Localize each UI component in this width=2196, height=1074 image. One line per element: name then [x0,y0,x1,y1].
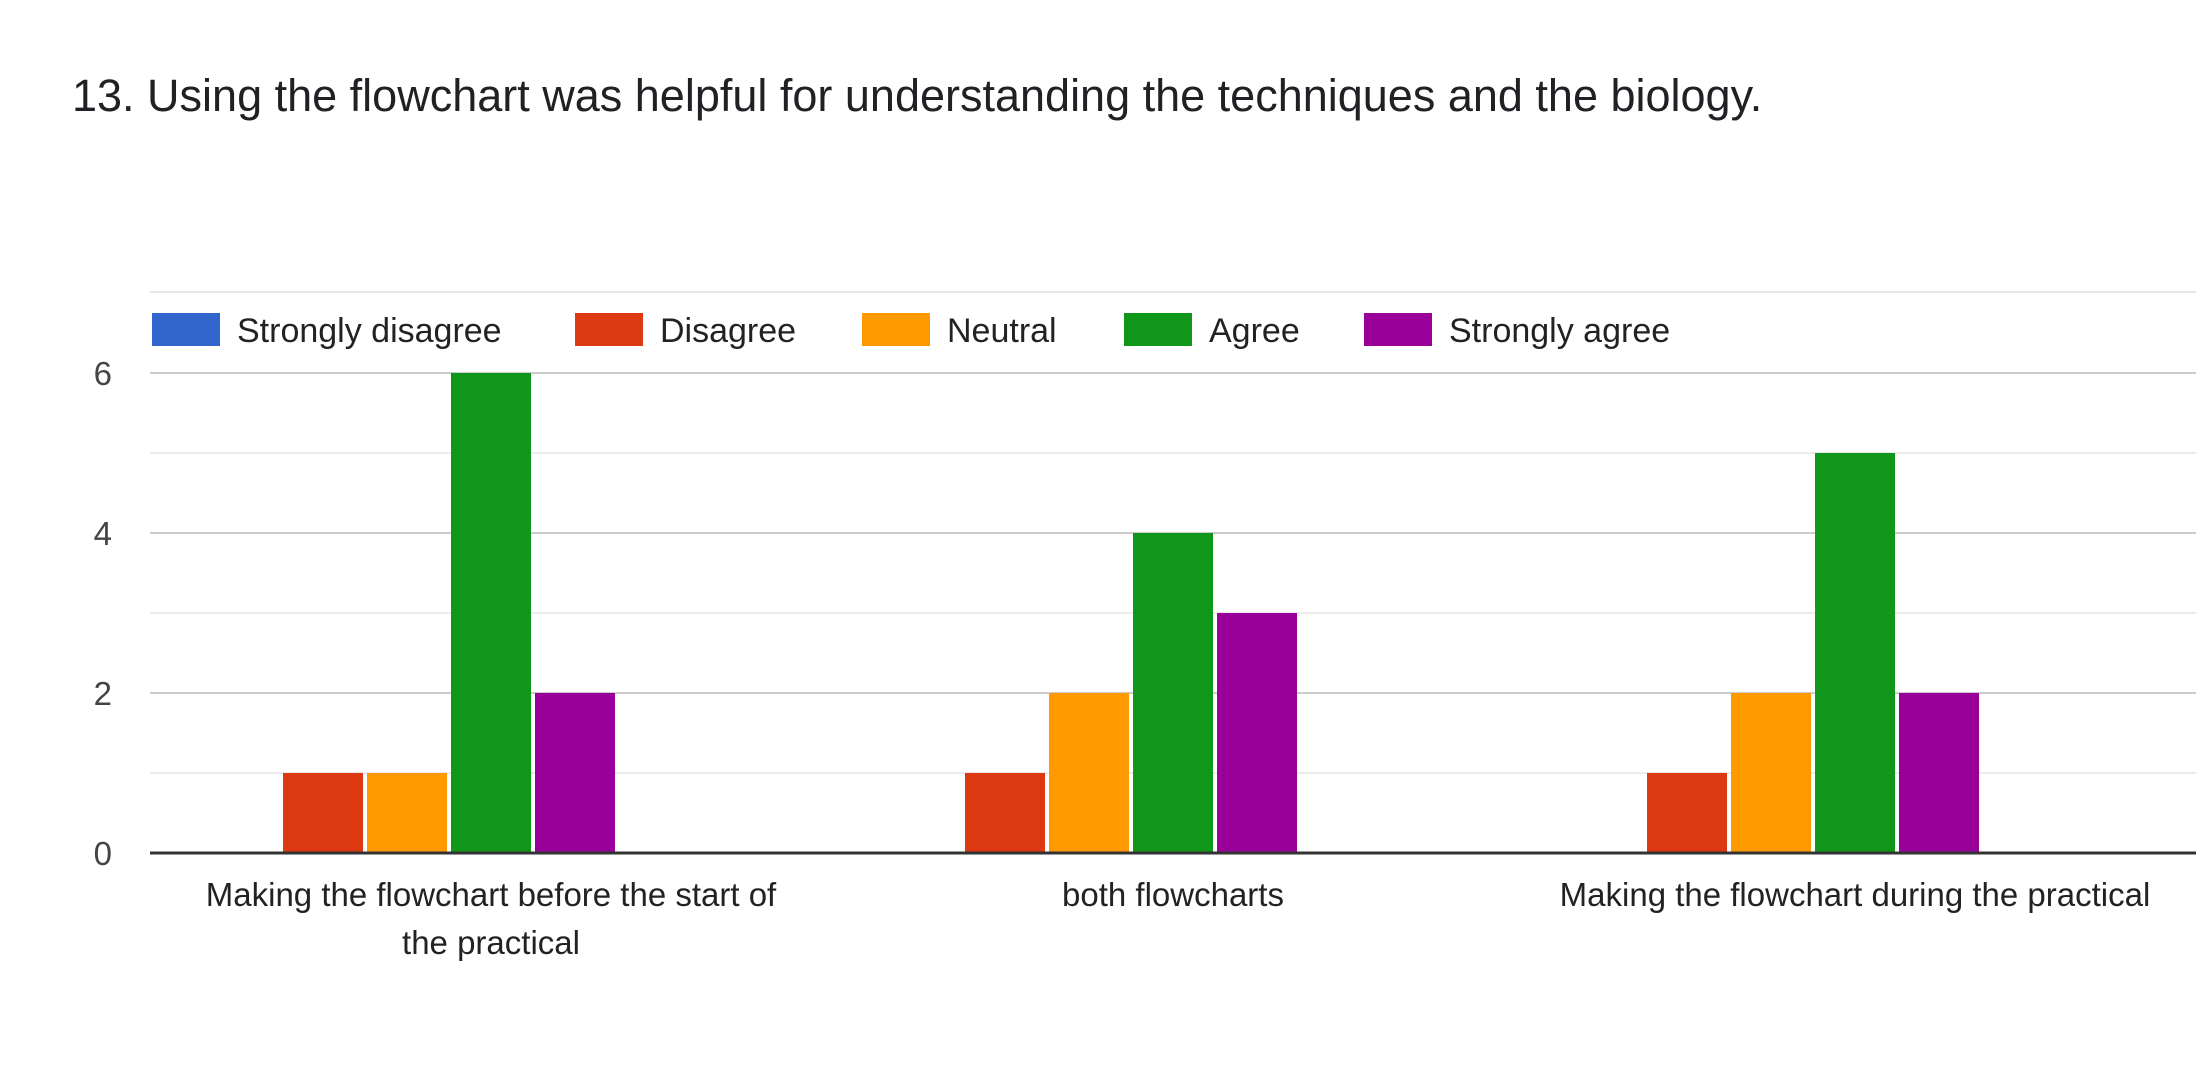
bar [1647,773,1727,853]
bar [1049,693,1129,853]
bar [1731,693,1811,853]
legend-swatch [575,313,643,346]
x-category-label: Making the flowchart during the practica… [1560,876,2151,913]
legend-label: Strongly agree [1449,312,1670,350]
legend-label: Disagree [660,312,796,350]
bar [535,693,615,853]
bar [1133,533,1213,853]
y-tick-label: 0 [94,835,112,872]
bar [1815,453,1895,853]
y-tick-label: 2 [94,675,112,712]
bar [451,373,531,853]
legend-swatch [152,313,220,346]
legend-swatch [1364,313,1432,346]
legend-label: Neutral [947,312,1057,350]
bar [367,773,447,853]
y-tick-label: 6 [94,355,112,392]
bar [1899,693,1979,853]
x-category-label: Making the flowchart before the start of [206,876,777,913]
question-title: 13. Using the flowchart was helpful for … [72,70,1763,121]
y-tick-label: 4 [94,515,112,552]
bar [965,773,1045,853]
x-category-label: the practical [402,924,580,961]
legend-swatch [1124,313,1192,346]
legend-label: Strongly disagree [237,312,502,350]
bar [283,773,363,853]
x-category-label: both flowcharts [1062,876,1284,913]
bar [1217,613,1297,853]
legend-label: Agree [1209,312,1300,350]
legend-swatch [862,313,930,346]
